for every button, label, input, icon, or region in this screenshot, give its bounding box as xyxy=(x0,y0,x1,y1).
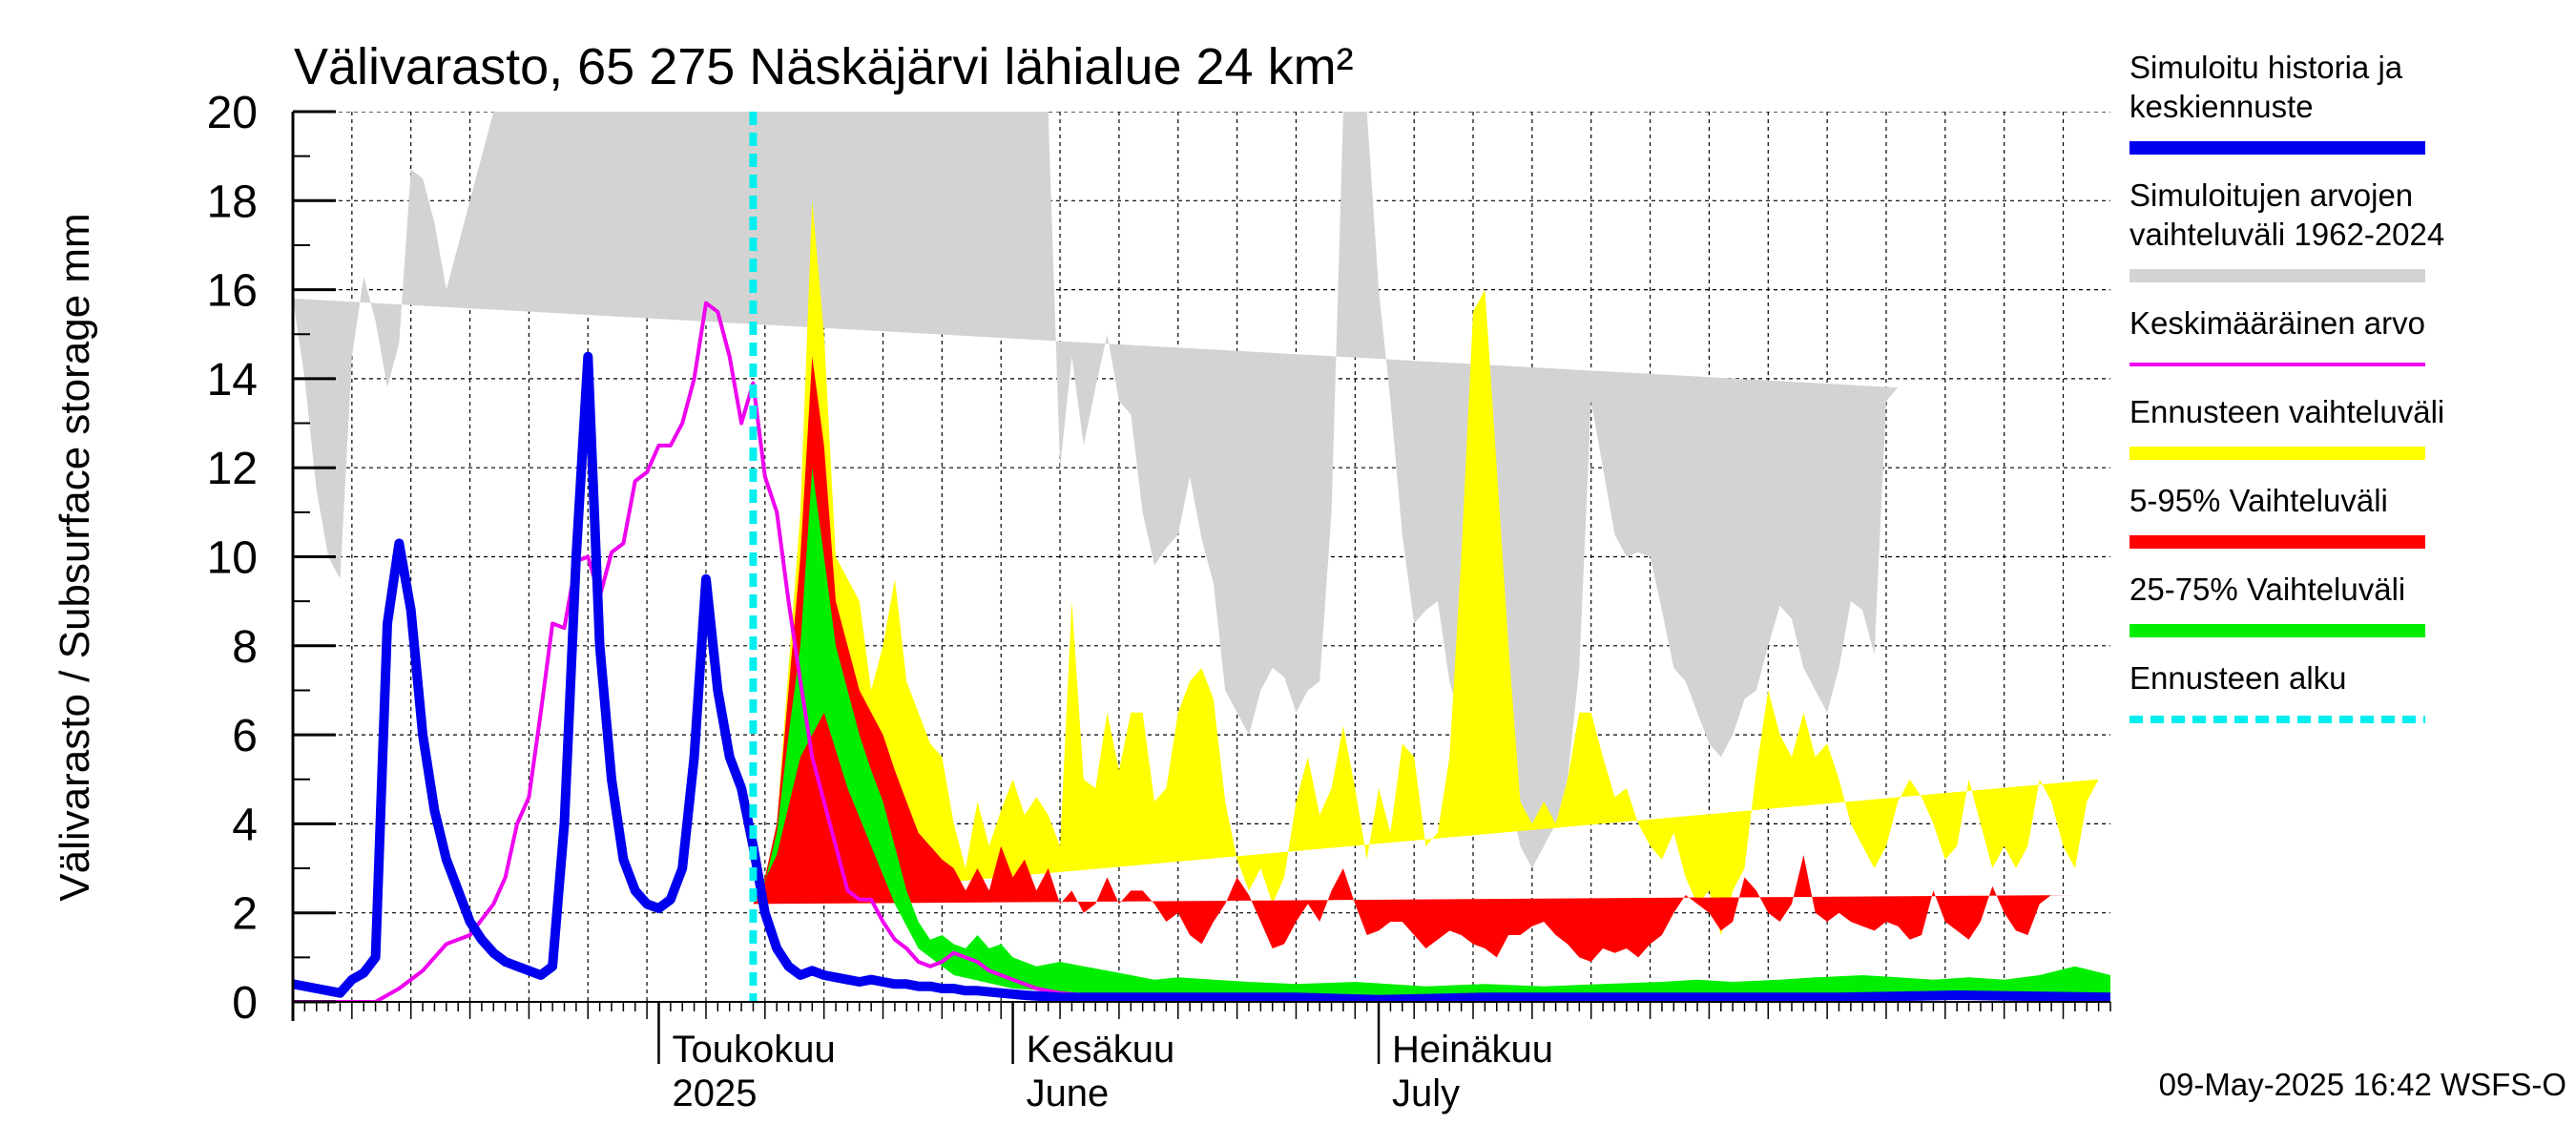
legend-label: Simuloitujen arvojen xyxy=(2129,177,2413,213)
legend-label: Simuloitu historia ja xyxy=(2129,50,2403,85)
chart-title: Välivarasto, 65 275 Näskäjärvi lähialue … xyxy=(294,38,1354,95)
legend-label: keskiennuste xyxy=(2129,89,2314,124)
month-sublabel: 2025 xyxy=(672,1072,757,1114)
y-tick-label: 12 xyxy=(207,444,258,494)
y-tick-label: 18 xyxy=(207,177,258,227)
y-tick-label: 2 xyxy=(232,889,258,940)
month-label: Heinäkuu xyxy=(1392,1029,1553,1071)
legend-label: Ennusteen alku xyxy=(2129,660,2347,696)
legend-label: 25-75% Vaihteluväli xyxy=(2129,572,2405,607)
y-tick-label: 16 xyxy=(207,266,258,317)
legend-label: Ennusteen vaihteluväli xyxy=(2129,394,2444,429)
simulated-history-line xyxy=(293,351,2110,1002)
y-tick-label: 14 xyxy=(207,355,258,406)
y-tick-label: 0 xyxy=(232,978,258,1029)
month-label: Kesäkuu xyxy=(1027,1029,1175,1071)
y-tick-label: 4 xyxy=(232,800,258,850)
plot-area xyxy=(293,112,2110,1002)
legend-label: Keskimääräinen arvo xyxy=(2129,305,2425,341)
y-tick-label: 8 xyxy=(232,622,258,673)
range-bands xyxy=(293,112,2110,998)
month-label: Toukokuu xyxy=(672,1029,835,1071)
month-sublabel: July xyxy=(1392,1072,1460,1114)
legend-label: vaihteluväli 1962-2024 xyxy=(2129,217,2444,252)
timestamp-footer: 09-May-2025 16:42 WSFS-O xyxy=(2159,1067,2566,1102)
forecast-range-band xyxy=(753,200,2099,936)
y-tick-label: 20 xyxy=(207,88,258,138)
y-axis-label: Välivarasto / Subsurface storage mm xyxy=(52,213,98,901)
series-lines xyxy=(293,112,2110,1002)
legend-label: 5-95% Vaihteluväli xyxy=(2129,483,2388,518)
percentile-5-95-band xyxy=(753,356,2075,963)
y-tick-label: 10 xyxy=(207,533,258,584)
y-tick-label: 6 xyxy=(232,711,258,761)
legend: Simuloitu historia ja keskiennuste Simuloi… xyxy=(2129,50,2444,723)
month-sublabel: June xyxy=(1027,1072,1110,1114)
